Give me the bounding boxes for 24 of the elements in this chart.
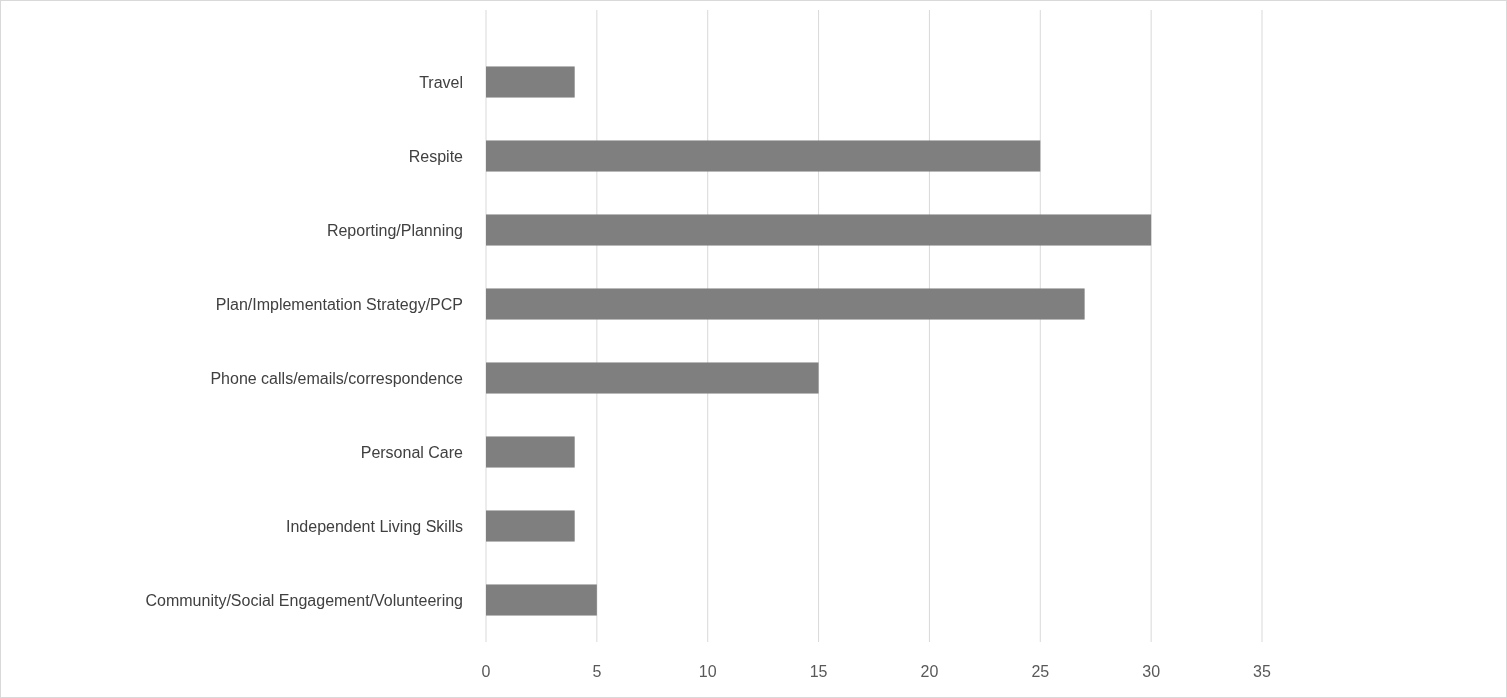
x-tick-label: 20: [920, 663, 939, 680]
bar: [486, 436, 575, 468]
bar: [486, 66, 575, 98]
x-tick-label: 15: [809, 663, 828, 680]
y-tick-label: Plan/Implementation Strategy/PCP: [215, 295, 463, 313]
bar: [486, 510, 575, 542]
y-tick-label: Travel: [419, 73, 463, 91]
bar: [486, 584, 597, 616]
y-tick-label: Respite: [408, 147, 464, 165]
bar: [486, 288, 1085, 320]
x-tick-label: 10: [698, 663, 717, 680]
x-tick-label: 30: [1142, 663, 1161, 680]
y-tick-label: Reporting/Planning: [326, 221, 463, 239]
bar: [486, 140, 1041, 172]
x-tick-label: 5: [592, 663, 602, 680]
y-tick-label: Independent Living Skills: [285, 517, 463, 535]
y-tick-label: Phone calls/emails/correspondence: [210, 369, 464, 387]
x-tick-label: 0: [481, 663, 491, 680]
bar: [486, 214, 1152, 246]
bar: [486, 362, 819, 394]
y-tick-label: Personal Care: [360, 443, 464, 461]
x-tick-label: 35: [1253, 663, 1271, 680]
y-tick-label: Community/Social Engagement/Volunteering: [145, 591, 463, 609]
x-tick-label: 25: [1031, 663, 1050, 680]
